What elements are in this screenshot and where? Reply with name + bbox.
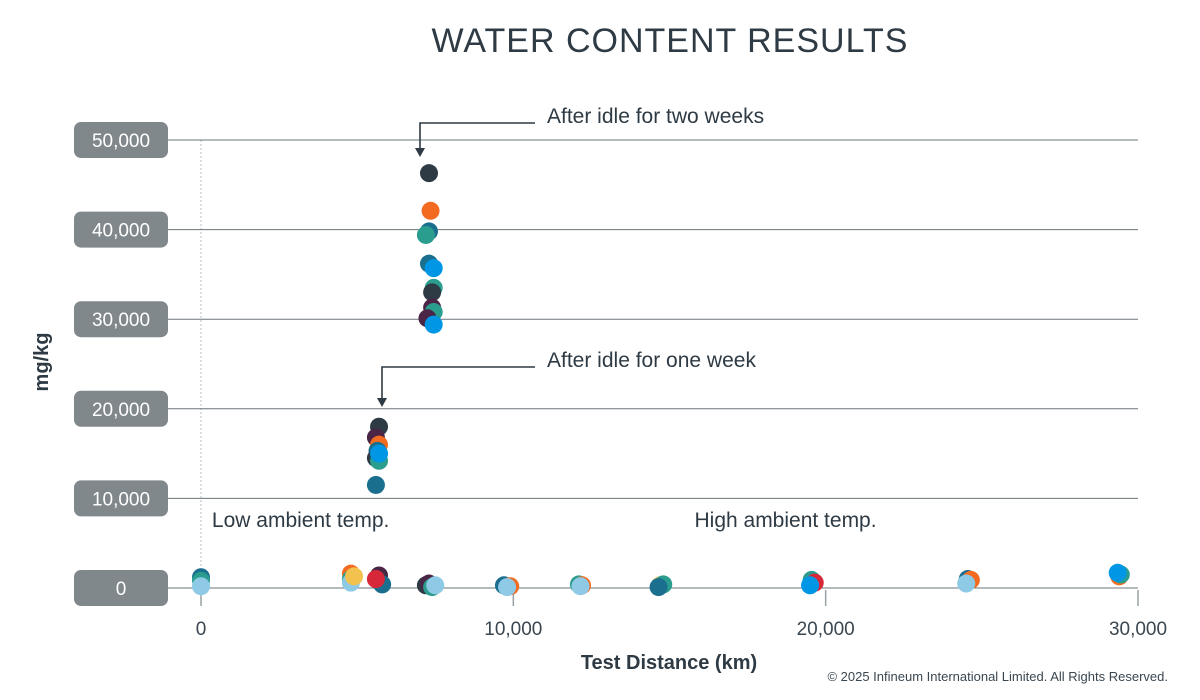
- data-point: [957, 574, 976, 593]
- callout-text: After idle for one week: [547, 349, 756, 372]
- x-tick-label: 10,000: [484, 619, 542, 640]
- x-axis-tick-labels: 0 10,000 20,000 30,000: [196, 619, 1167, 640]
- x-axis: [200, 590, 1139, 606]
- data-point: [345, 567, 364, 586]
- y-axis-tick-labels: 0 10,000 20,000 30,000 40,000 50,000: [74, 122, 168, 606]
- x-tick-label: 20,000: [797, 619, 855, 640]
- y-tick-badge: [74, 570, 168, 606]
- region-label: Low ambient temp.: [212, 509, 389, 532]
- copyright-notice: © 2025 Infineum International Limited. A…: [827, 669, 1168, 684]
- data-point: [801, 576, 820, 595]
- y-tick-label: 0: [116, 579, 127, 600]
- annotations: After idle for two weeks After idle for o…: [212, 105, 877, 532]
- y-tick-label: 40,000: [92, 221, 150, 242]
- x-axis-label: Test Distance (km): [581, 652, 757, 674]
- chart-title: WATER CONTENT RESULTS: [431, 22, 909, 60]
- callout-arrowhead: [377, 398, 387, 407]
- data-point: [366, 570, 385, 589]
- y-tick-label: 30,000: [92, 310, 150, 331]
- callout-leader-line: [381, 366, 535, 405]
- y-tick-label: 10,000: [92, 489, 150, 510]
- y-tick-label: 50,000: [92, 131, 150, 152]
- data-point: [426, 576, 445, 595]
- data-point: [649, 578, 668, 597]
- data-point: [420, 164, 439, 183]
- y-tick-label: 20,000: [92, 400, 150, 421]
- callout-leader-line: [419, 122, 535, 155]
- data-point: [192, 577, 210, 596]
- callout-text: After idle for two weeks: [547, 105, 764, 128]
- y-tick-badge: [74, 390, 168, 427]
- data-point: [416, 225, 435, 244]
- x-tick-label: 0: [196, 619, 207, 640]
- region-label: High ambient temp.: [694, 509, 876, 532]
- callout-arrowhead: [415, 148, 425, 157]
- data-points: [192, 164, 1130, 597]
- y-tick-badge: [74, 301, 168, 338]
- x-tick-label: 30,000: [1109, 619, 1167, 640]
- data-point: [498, 578, 517, 597]
- data-point: [370, 444, 389, 463]
- data-point: [421, 201, 440, 220]
- data-point: [1108, 563, 1127, 582]
- y-tick-badge: [74, 480, 168, 517]
- data-point: [424, 315, 443, 334]
- y-tick-badge: [74, 122, 168, 158]
- data-point: [571, 577, 590, 596]
- data-point: [366, 475, 385, 494]
- y-tick-badge: [74, 211, 168, 248]
- y-axis-label: mg/kg: [31, 333, 53, 392]
- data-point: [423, 283, 442, 302]
- data-point: [424, 259, 443, 278]
